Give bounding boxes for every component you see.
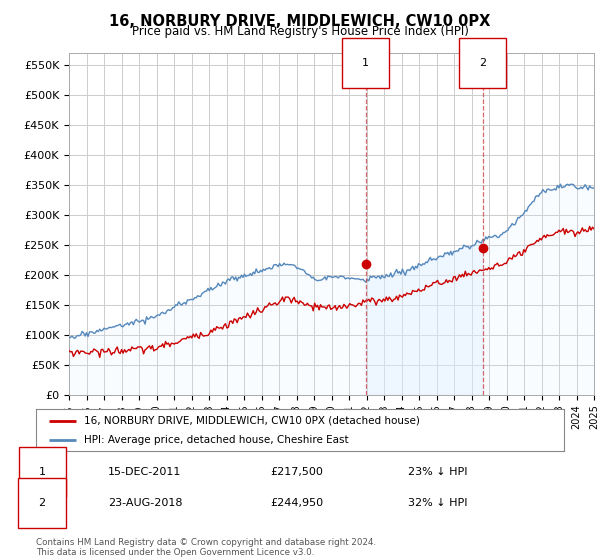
- Text: £244,950: £244,950: [270, 498, 323, 508]
- Text: 32% ↓ HPI: 32% ↓ HPI: [408, 498, 467, 508]
- Text: 1: 1: [362, 58, 370, 68]
- Text: 15-DEC-2011: 15-DEC-2011: [108, 467, 181, 477]
- Text: Price paid vs. HM Land Registry's House Price Index (HPI): Price paid vs. HM Land Registry's House …: [131, 25, 469, 38]
- Text: 2: 2: [38, 498, 46, 508]
- Text: 23% ↓ HPI: 23% ↓ HPI: [408, 467, 467, 477]
- Text: HPI: Average price, detached house, Cheshire East: HPI: Average price, detached house, Ches…: [83, 435, 348, 445]
- Text: 23-AUG-2018: 23-AUG-2018: [108, 498, 182, 508]
- Text: £217,500: £217,500: [270, 467, 323, 477]
- Text: 16, NORBURY DRIVE, MIDDLEWICH, CW10 0PX (detached house): 16, NORBURY DRIVE, MIDDLEWICH, CW10 0PX …: [83, 416, 419, 426]
- Text: 16, NORBURY DRIVE, MIDDLEWICH, CW10 0PX: 16, NORBURY DRIVE, MIDDLEWICH, CW10 0PX: [109, 14, 491, 29]
- Text: 2: 2: [479, 58, 487, 68]
- Text: 1: 1: [38, 467, 46, 477]
- Text: Contains HM Land Registry data © Crown copyright and database right 2024.
This d: Contains HM Land Registry data © Crown c…: [36, 538, 376, 557]
